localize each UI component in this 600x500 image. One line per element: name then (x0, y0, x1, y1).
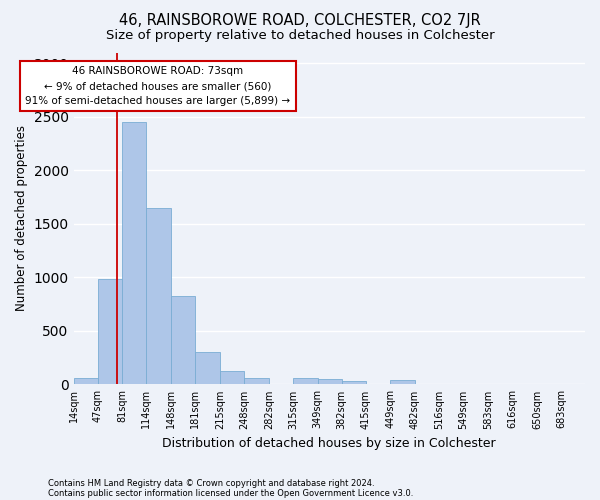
Bar (122, 122, 146, 384)
Text: Contains public sector information licensed under the Open Government Licence v3: Contains public sector information licen… (48, 488, 413, 498)
Bar (244, 378, 269, 384)
Bar (341, 381, 365, 384)
Text: Contains HM Land Registry data © Crown copyright and database right 2024.: Contains HM Land Registry data © Crown c… (48, 478, 374, 488)
Bar (98, 280, 122, 384)
Bar (195, 352, 220, 384)
Bar (317, 379, 341, 384)
Text: 46 RAINSBOROWE ROAD: 73sqm
← 9% of detached houses are smaller (560)
91% of semi: 46 RAINSBOROWE ROAD: 73sqm ← 9% of detac… (25, 66, 290, 106)
Bar (74, 378, 98, 384)
Bar (171, 296, 195, 384)
Y-axis label: Number of detached properties: Number of detached properties (15, 126, 28, 312)
Bar (391, 380, 415, 384)
Bar (293, 378, 317, 384)
X-axis label: Distribution of detached houses by size in Colchester: Distribution of detached houses by size … (163, 437, 496, 450)
Text: Size of property relative to detached houses in Colchester: Size of property relative to detached ho… (106, 29, 494, 42)
Bar (220, 370, 244, 384)
Bar (146, 208, 171, 384)
Text: 46, RAINSBOROWE ROAD, COLCHESTER, CO2 7JR: 46, RAINSBOROWE ROAD, COLCHESTER, CO2 7J… (119, 12, 481, 28)
